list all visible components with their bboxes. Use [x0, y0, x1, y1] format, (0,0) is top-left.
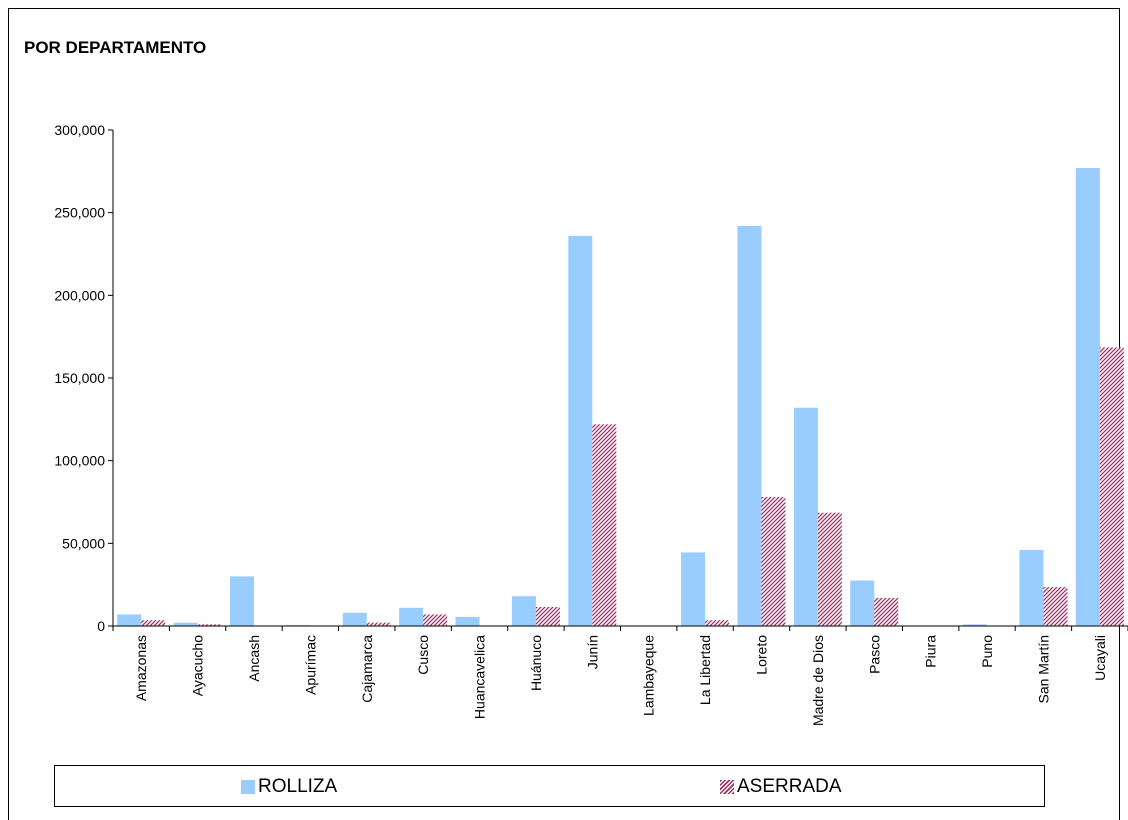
y-tick-label: 100,000: [54, 453, 105, 469]
x-tick-label: La Libertad: [697, 635, 713, 705]
bar-rolliza-cusco: [399, 607, 424, 626]
bar-rolliza-ucayali: [1075, 168, 1100, 626]
x-tick-label: Ucayali: [1092, 635, 1108, 681]
x-tick-label: Junín: [584, 635, 600, 669]
x-tick-label: Puno: [979, 635, 995, 668]
x-tick-label: Apurímac: [302, 635, 318, 695]
y-tick-label: 150,000: [54, 370, 105, 386]
bar-rolliza-puno: [963, 624, 988, 626]
x-tick-label: Amazonas: [133, 635, 149, 701]
chart-area: 0 50,000 100,000 150,000 200,000 250,000 300,0…: [54, 122, 1128, 726]
legend: ROLLIZA ASERRADA: [54, 765, 1045, 807]
bar-aserrada-loreto: [761, 497, 786, 626]
bar-rolliza-pasco: [850, 580, 875, 626]
x-tick-label: San Martín: [1035, 635, 1051, 703]
bar-aserrada-ayacucho: [197, 624, 222, 626]
bar-rolliza-ancash: [229, 576, 254, 626]
x-tick-label: Huancavelica: [472, 635, 488, 719]
bar-rolliza-junín: [568, 235, 593, 626]
bar-rolliza-huancavelica: [455, 616, 480, 626]
bar-aserrada-huánuco: [535, 606, 560, 626]
x-tick-label: Cusco: [415, 635, 431, 675]
chart-title: POR DEPARTAMENTO: [24, 38, 207, 57]
x-tick-label: Madre de Dios: [810, 635, 826, 726]
bar-aserrada-san-martín: [1043, 587, 1068, 626]
x-tick-label: Pasco: [866, 635, 882, 674]
bar-rolliza-loreto: [737, 225, 762, 627]
legend-label-aserrada: ASERRADA: [737, 776, 842, 797]
y-tick-label: 0: [97, 618, 105, 634]
x-tick-label: Huánuco: [528, 635, 544, 691]
bar-aserrada-la-libertad: [705, 620, 730, 626]
legend-label-rolliza: ROLLIZA: [258, 776, 338, 797]
bar-aserrada-cusco: [423, 614, 448, 626]
legend-swatch-rolliza: [241, 780, 255, 794]
bar-rolliza-ayacucho: [173, 622, 198, 626]
bar-aserrada-madre-de-dios: [817, 512, 842, 626]
y-tick-label: 200,000: [54, 287, 105, 303]
x-tick-label: Loreto: [753, 635, 769, 675]
bar-aserrada-cajamarca: [366, 622, 391, 626]
bar-rolliza-huánuco: [511, 596, 536, 626]
bar-rolliza-cajamarca: [342, 612, 367, 626]
legend-swatch-aserrada: [720, 780, 734, 794]
bar-rolliza-san-martín: [1019, 549, 1044, 626]
bar-rolliza-la-libertad: [681, 552, 706, 626]
x-tick-label: Ayacucho: [190, 635, 206, 696]
x-tick-label: Ancash: [246, 635, 262, 682]
bar-aserrada-pasco: [874, 597, 899, 626]
bar-rolliza-madre-de-dios: [793, 407, 818, 626]
legend-item-rolliza: ROLLIZA: [241, 776, 337, 798]
x-tick-label: Cajamarca: [359, 635, 375, 703]
bar-aserrada-ucayali: [1099, 347, 1124, 626]
legend-item-aserrada: ASERRADA: [720, 776, 842, 798]
x-tick-label: Piura: [923, 635, 939, 668]
bar-rolliza-amazonas: [117, 614, 142, 626]
y-tick-label: 300,000: [54, 122, 105, 138]
bar-aserrada-junín: [592, 424, 617, 626]
bar-aserrada-amazonas: [141, 620, 166, 626]
x-tick-label: Lambayeque: [641, 635, 657, 716]
y-tick-label: 50,000: [62, 535, 105, 551]
y-tick-label: 250,000: [54, 205, 105, 221]
